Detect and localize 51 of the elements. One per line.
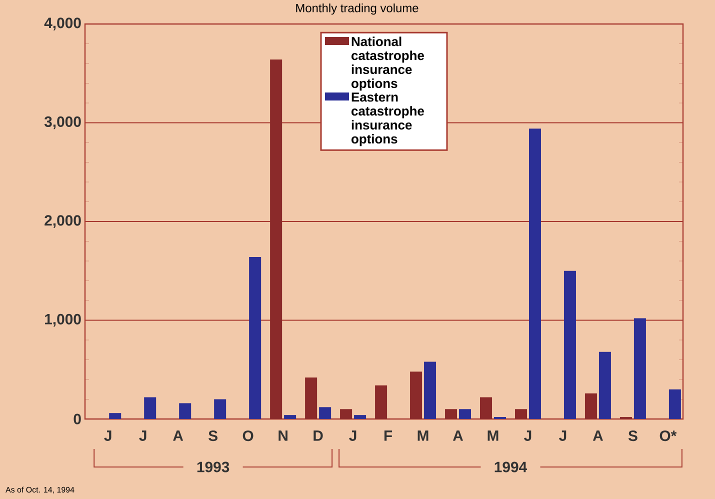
bar [424, 362, 436, 419]
y-tick-label: 0 [74, 414, 81, 424]
bar [354, 415, 366, 419]
x-tick-label: N [278, 430, 288, 441]
bar [319, 407, 332, 419]
x-tick-label: J [139, 430, 146, 441]
x-tick-label: J [349, 430, 356, 441]
bar [375, 385, 388, 419]
y-tick-label: 2,000 [44, 215, 81, 228]
bar [584, 393, 597, 419]
x-tick-label: J [104, 430, 112, 441]
bar [564, 270, 576, 419]
legend-label: Eastern catastrophe insurance options [352, 92, 424, 146]
x-tick-label: A [452, 430, 464, 441]
bar [515, 409, 527, 419]
x-tick-label: A [173, 430, 184, 441]
x-tick-label: J [559, 430, 566, 441]
x-tick-label: A [592, 430, 603, 441]
bar [634, 318, 646, 419]
bar [249, 257, 262, 419]
x-tick-label: M [418, 430, 428, 441]
bar [410, 372, 422, 419]
x-tick-label: D [314, 430, 323, 441]
bar [109, 413, 122, 419]
bar [480, 397, 492, 419]
chart-title: Monthly trading volume [296, 4, 418, 15]
bar [179, 403, 192, 419]
x-tick-label: O* [660, 430, 677, 442]
text: 1993 [197, 462, 230, 472]
bar [459, 409, 472, 419]
y-tick-label: 3,000 [44, 116, 81, 130]
y-tick-label: 4,000 [44, 18, 81, 30]
x-tick-label: O [242, 430, 254, 442]
bar [214, 399, 226, 419]
text: 1994 [494, 462, 528, 472]
bar [528, 128, 541, 419]
x-tick-label: J [524, 430, 532, 441]
bar [270, 60, 282, 419]
bar [144, 397, 156, 419]
bar [284, 415, 296, 419]
y-tick-label: 1,000 [45, 314, 81, 327]
bar [668, 389, 681, 419]
x-tick-label: S [208, 430, 218, 442]
x-tick-label: M [488, 430, 498, 441]
legend-label: National catastrophe insurance options [352, 36, 424, 91]
x-tick-label: F [384, 430, 392, 441]
bar [598, 352, 611, 419]
bar [445, 409, 458, 419]
x-tick-label: S [628, 430, 638, 442]
bar [340, 409, 352, 419]
bar [305, 378, 318, 419]
